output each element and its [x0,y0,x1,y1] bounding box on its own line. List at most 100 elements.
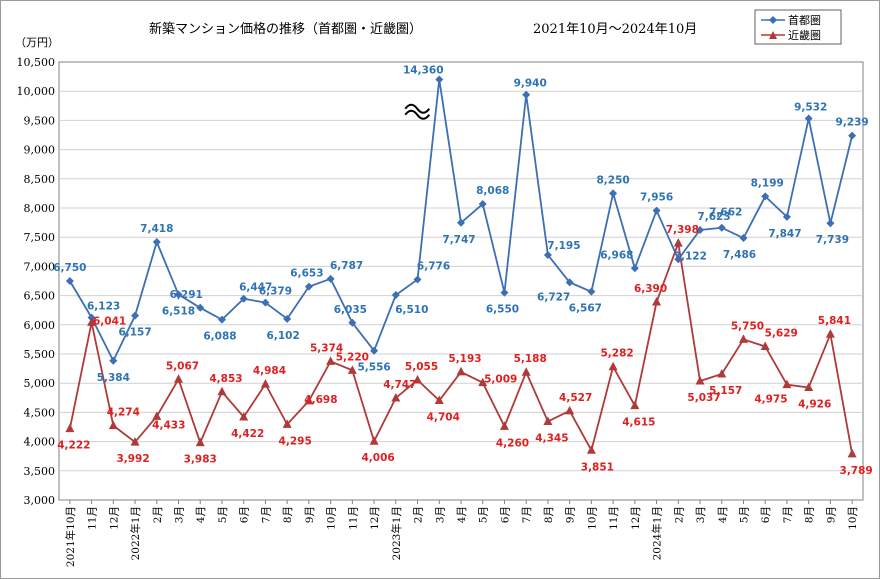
data-label: 4,260 [496,437,529,449]
diamond-marker [652,206,661,215]
series-markers [65,75,857,458]
diamond-marker [609,189,618,198]
diamond-marker [457,218,465,227]
y-axis-ticks: 3,000 3,500 4,000 4,500 5,000 5,500 6,000 6,500… [17,56,56,507]
data-label: 7,122 [674,250,707,262]
data-label: 4,747 [383,379,416,391]
x-tick-label: 5月 [217,506,229,523]
diamond-marker [109,356,118,365]
y-tick-label: 6,500 [24,290,56,303]
diamond-marker [522,90,531,99]
diamond-marker [696,226,705,235]
data-label: 6,518 [162,306,195,318]
diamond-marker [196,303,205,312]
diamond-marker [370,346,379,355]
data-label: 9,239 [836,117,869,129]
diamond-marker [391,291,400,300]
data-label: 9,532 [794,102,827,114]
x-tick-label: 5月 [478,506,490,523]
triangle-marker [478,377,488,387]
x-tick-label: 4月 [717,506,729,523]
data-label: 6,968 [600,249,633,261]
diamond-marker [261,298,270,307]
triangle-marker [130,437,140,446]
x-tick-label: 10月 [847,506,859,530]
diamond-marker [500,288,509,297]
triangle-marker [456,366,466,376]
x-tick-label: 10月 [326,506,338,530]
x-tick-label: 7月 [521,506,533,523]
y-tick-label: 10,500 [17,56,56,69]
data-label: 5,067 [166,360,199,372]
x-tick-label: 11月 [347,506,359,530]
triangle-marker [586,445,596,454]
x-tick-label: 11月 [608,506,620,530]
x-tick-label: 7月 [782,506,794,523]
y-tick-label: 9,500 [24,114,56,127]
triangle-marker [608,361,618,371]
triangle-marker [260,379,270,388]
data-label: 4,853 [209,373,242,385]
triangle-marker [304,395,314,405]
triangle-marker [326,356,336,365]
data-label: 5,037 [687,392,720,404]
data-label: 14,360 [403,65,444,77]
x-tick-label: 3月 [174,506,186,523]
x-tick-label: 6月 [760,506,772,523]
diamond-marker [826,219,835,228]
data-label: 5,750 [731,320,764,332]
data-label: 8,250 [596,174,629,186]
plot-frame [58,61,864,501]
data-label: 7,398 [666,224,699,236]
axis-break-icon [404,103,431,120]
data-label: 4,984 [253,365,286,377]
data-label: 5,374 [310,342,343,354]
triangle-marker [565,405,575,415]
data-label: 3,789 [840,465,873,477]
data-label: 7,623 [697,211,730,223]
triangle-marker [369,436,379,445]
y-tick-label: 3,000 [24,494,56,507]
x-tick-label: 9月 [825,506,837,523]
y-tick-label: 7,000 [24,260,56,273]
data-label: 6,102 [267,330,300,342]
data-label: 5,188 [514,353,547,365]
x-tick-label: 10月 [586,506,598,530]
data-label: 6,035 [334,304,367,316]
data-label: 6,041 [93,315,126,327]
data-label: 5,193 [448,353,481,365]
y-tick-label: 10,000 [17,85,56,98]
data-label: 6,123 [87,301,120,313]
y-tick-label: 4,000 [24,436,56,449]
data-label: 7,662 [709,207,742,219]
data-label: 5,220 [336,351,369,363]
triangle-marker [825,329,835,338]
x-tick-label: 3月 [434,506,446,523]
triangle-marker [152,411,162,420]
data-label: 4,006 [361,452,394,464]
plot-area: 3,000 3,500 4,000 4,500 5,000 5,500 6,000 6,500… [17,56,873,567]
triangle-marker [717,369,727,378]
triangle-marker [782,379,792,389]
x-tick-label: 2021年10月 [64,506,77,567]
data-label: 4,422 [231,428,264,440]
data-label: 8,068 [476,185,509,197]
data-label: 6,447 [239,282,272,294]
y-tick-label: 6,000 [24,319,56,332]
data-label: 4,274 [107,407,140,419]
data-label: 9,940 [514,78,547,90]
data-label: 4,527 [559,392,592,404]
triangle-marker [521,367,531,376]
data-label: 7,418 [140,223,173,235]
data-label: 4,222 [57,440,90,452]
y-tick-label: 7,500 [24,231,56,244]
x-tick-label: 3月 [695,506,707,523]
data-label: 5,157 [709,385,742,397]
diamond-marker [565,278,574,287]
triangle-marker [760,341,770,350]
x-tick-label: 12月 [108,506,120,530]
x-tick-label: 4月 [195,506,207,523]
data-label: 8,199 [751,177,784,189]
chart-title: 新築マンション価格の推移（首都圏・近畿圏） 2021年10月～2024年10月 [149,21,697,37]
